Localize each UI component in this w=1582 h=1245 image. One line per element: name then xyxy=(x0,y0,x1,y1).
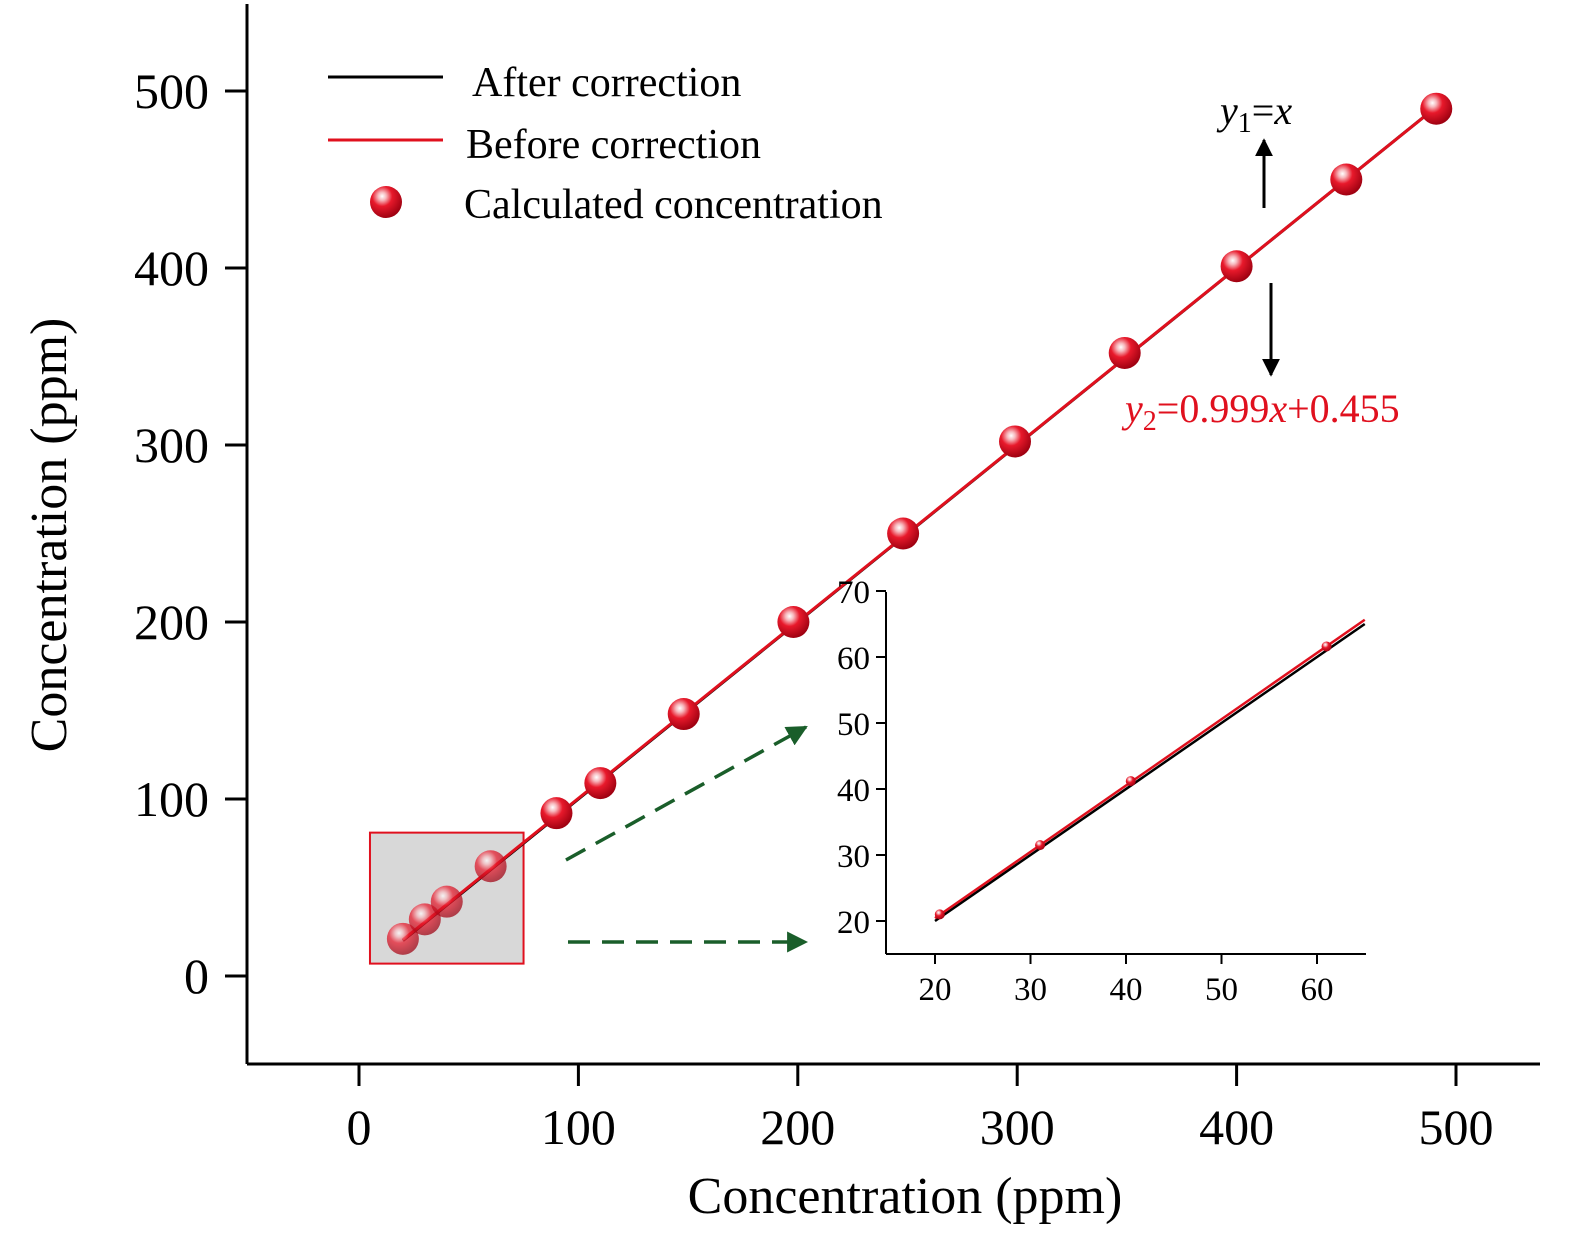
svg-text:y2=0.999x+0.455: y2=0.999x+0.455 xyxy=(1121,386,1400,437)
y-tick-label: 0 xyxy=(184,948,209,1004)
inset-chart: 20 30 40 50 60 20 30 40 50 60 70 xyxy=(837,575,1366,1008)
inset-line-after-correction xyxy=(934,622,1366,923)
inset-y-tick-label: 30 xyxy=(837,839,870,875)
arrow-dashed-upper xyxy=(565,725,808,862)
data-point xyxy=(1330,163,1363,196)
svg-text:y1=x: y1=x xyxy=(1216,88,1292,139)
legend-marker-ball xyxy=(370,186,402,218)
x-tick-label: 100 xyxy=(541,1099,616,1155)
y-tick-label: 500 xyxy=(134,63,209,119)
data-point xyxy=(584,767,617,800)
data-point xyxy=(1108,336,1141,369)
data-point xyxy=(408,903,441,936)
legend: After correction Before correction Calcu… xyxy=(328,60,883,228)
inset-data-point xyxy=(1125,776,1136,787)
inset-x-tick-label: 60 xyxy=(1301,972,1334,1008)
legend-label-before: Before correction xyxy=(466,122,761,168)
y-tick-label: 400 xyxy=(134,240,209,296)
inset-x-tick-label: 30 xyxy=(1014,972,1047,1008)
inset-line-before-correction xyxy=(934,618,1366,920)
data-point xyxy=(540,797,573,830)
inset-data-point xyxy=(1321,641,1332,652)
data-point xyxy=(887,517,920,550)
legend-label-calculated: Calculated concentration xyxy=(464,182,883,228)
x-tick-label: 200 xyxy=(760,1099,835,1155)
inset-y-tick-label: 40 xyxy=(837,773,870,809)
inset-y-tick-label: 70 xyxy=(837,575,870,611)
data-point xyxy=(386,922,419,955)
inset-y-tick-label: 50 xyxy=(837,707,870,743)
data-point xyxy=(667,698,700,731)
data-point xyxy=(777,606,810,638)
data-point xyxy=(1420,92,1453,125)
equation-y1: y1=x xyxy=(1216,88,1292,208)
data-point xyxy=(1220,250,1253,283)
data-point xyxy=(474,850,507,883)
y-tick-label: 200 xyxy=(134,594,209,650)
inset-y-tick-label: 60 xyxy=(837,641,870,677)
inset-series xyxy=(934,618,1366,923)
y-tick-label: 100 xyxy=(134,771,209,827)
y-tick-label: 300 xyxy=(134,417,209,473)
main-axes: 0 100 200 300 400 500 0 100 200 300 400 500 Concentr… xyxy=(21,4,1540,1225)
x-tick-label: 0 xyxy=(347,1099,372,1155)
x-tick-label: 300 xyxy=(980,1099,1055,1155)
x-tick-label: 400 xyxy=(1199,1099,1274,1155)
x-axis-title: Concentration (ppm) xyxy=(688,1168,1123,1225)
inset-x-tick-label: 50 xyxy=(1205,972,1238,1008)
main-scatter-points xyxy=(386,92,1453,955)
data-point xyxy=(430,885,463,918)
legend-label-after: After correction xyxy=(472,60,741,106)
y-axis-title: Concentration (ppm) xyxy=(21,318,78,753)
inset-data-point xyxy=(934,909,945,920)
equation-y2: y2=0.999x+0.455 xyxy=(1121,283,1400,437)
data-point xyxy=(999,425,1032,458)
inset-background xyxy=(886,592,1366,954)
inset-x-tick-label: 40 xyxy=(1110,972,1143,1008)
x-tick-label: 500 xyxy=(1419,1099,1494,1155)
inset-y-tick-label: 20 xyxy=(837,905,870,941)
inset-x-tick-label: 20 xyxy=(919,972,952,1008)
main-series-lines xyxy=(401,105,1438,942)
inset-data-point xyxy=(1035,840,1046,851)
series-line-before-correction xyxy=(401,105,1438,941)
zoom-arrows xyxy=(565,725,809,953)
